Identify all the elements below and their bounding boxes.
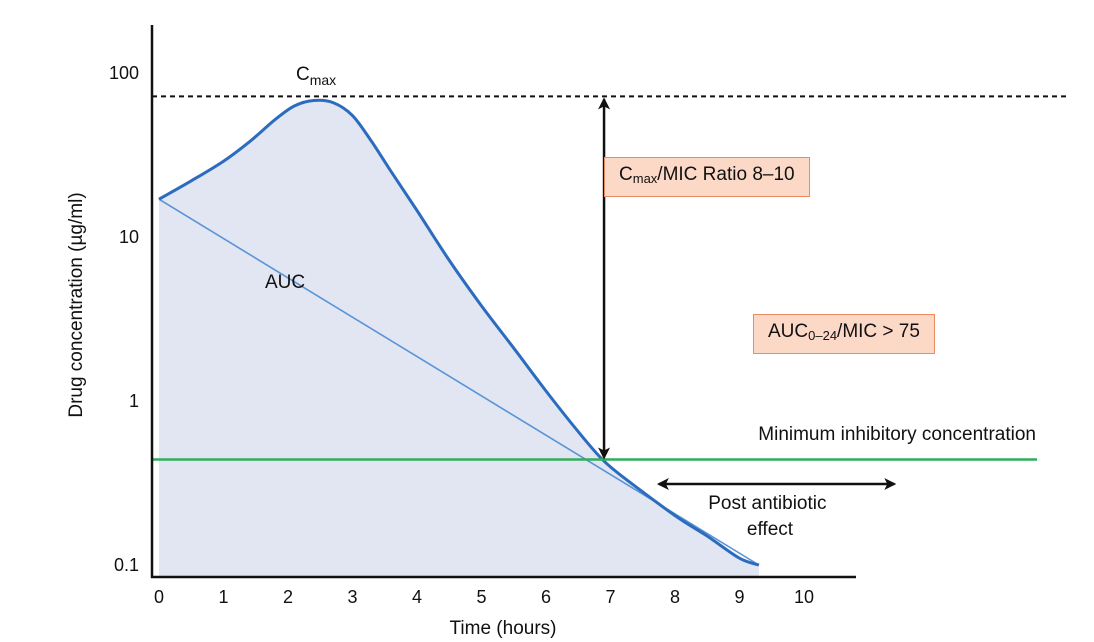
post-antibiotic-line1: Post antibiotic — [708, 493, 826, 514]
cmax-mic-box-post: /MIC Ratio 8–10 — [657, 164, 795, 185]
cmax-label-main: C — [296, 64, 310, 85]
y-tick-label: 10 — [119, 227, 139, 247]
cmax-label-sub: max — [310, 72, 336, 88]
x-tick-label: 7 — [605, 587, 615, 607]
x-tick-label: 10 — [794, 587, 814, 607]
x-tick-label: 0 — [154, 587, 164, 607]
x-tick-labels: 0 1 2 3 4 5 6 7 8 9 10 — [154, 587, 814, 607]
auc-mic-box-pre: AUC — [768, 321, 809, 342]
mic-label: Minimum inhibitory concentration — [758, 424, 1036, 445]
y-tick-label: 0.1 — [114, 555, 139, 575]
x-tick-label: 2 — [283, 587, 293, 607]
concentration-curve — [158, 98, 760, 567]
x-axis-title: Time (hours) — [450, 618, 557, 639]
auc-mic-box-sub: 0–24 — [808, 328, 838, 343]
auc-mic-box-post: /MIC > 75 — [837, 321, 920, 342]
auc-mic-box: AUC0–24/MIC > 75 — [753, 314, 935, 354]
post-antibiotic-line2: effect — [747, 519, 794, 540]
auc-label: AUC — [265, 272, 305, 293]
cmax-mic-box-sub: max — [632, 171, 658, 186]
cmax-mic-ratio-box: Cmax/MIC Ratio 8–10 — [604, 157, 810, 197]
x-tick-label: 8 — [670, 587, 680, 607]
x-tick-label: 6 — [541, 587, 551, 607]
y-axis-title: Drug concentration (µg/ml) — [66, 192, 87, 417]
y-tick-label: 100 — [109, 63, 139, 83]
y-tick-label: 1 — [129, 391, 139, 411]
x-tick-label: 4 — [412, 587, 422, 607]
x-tick-label: 5 — [476, 587, 486, 607]
x-tick-label: 1 — [218, 587, 228, 607]
x-tick-label: 3 — [347, 587, 357, 607]
cmax-label: Cmax — [296, 64, 336, 88]
post-antibiotic-label: Post antibiotic effect — [708, 493, 832, 540]
y-tick-labels: 0.1 1 10 100 — [109, 63, 139, 575]
cmax-mic-box-pre: C — [619, 164, 633, 185]
x-tick-label: 9 — [734, 587, 744, 607]
auc-shaded-area — [159, 100, 759, 577]
